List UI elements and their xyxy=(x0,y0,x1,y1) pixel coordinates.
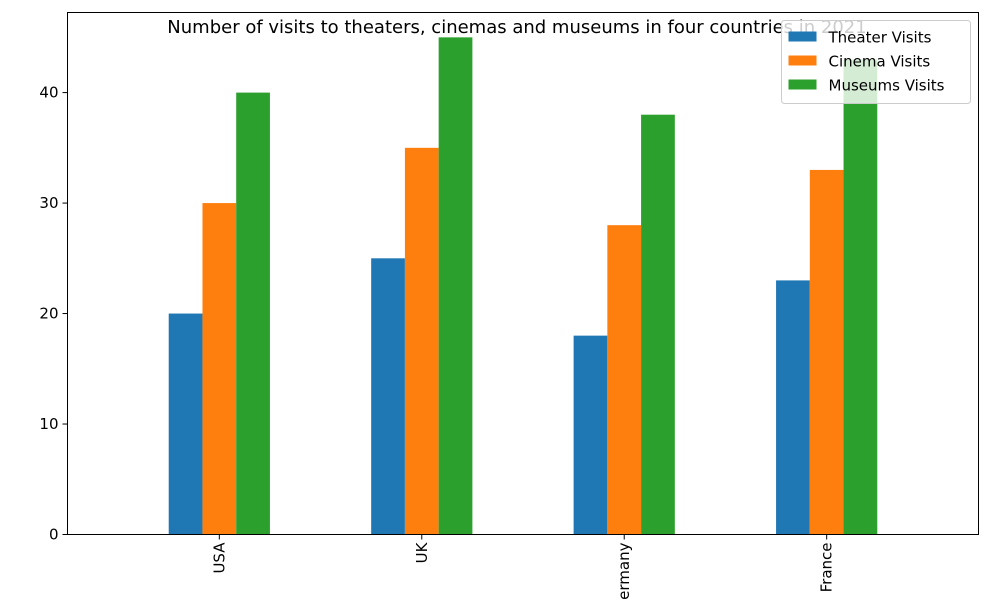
y-tick-label: 40 xyxy=(39,84,58,102)
legend: Theater Visits Cinema Visits Museums Visit… xyxy=(781,20,971,104)
bar-theater-visits-usa xyxy=(168,313,203,535)
x-tick-label: France xyxy=(818,543,836,593)
plot-frame xyxy=(67,12,979,535)
x-tick-label: UK xyxy=(413,541,431,563)
legend-swatch xyxy=(788,79,817,90)
bar-museums-visits-usa xyxy=(236,92,270,535)
x-tick-label: Germany xyxy=(615,542,633,600)
x-axis: USA UK Germany France xyxy=(210,534,836,600)
x-tick-label: USA xyxy=(210,542,228,574)
y-tick-label: 10 xyxy=(39,415,58,433)
bar-cinema-visits-usa xyxy=(202,203,237,535)
legend-label: Cinema Visits xyxy=(829,53,931,71)
y-axis: 0 10 20 30 40 xyxy=(39,84,68,544)
legend-swatch xyxy=(788,55,817,66)
bar-cinema-visits-germany xyxy=(607,225,642,535)
legend-label: Theater Visits xyxy=(828,29,932,47)
bar-theater-visits-france xyxy=(776,280,810,535)
y-tick-label: 0 xyxy=(49,526,59,544)
chart-title: Number of visits to theaters, cinemas an… xyxy=(167,17,866,38)
bars-group xyxy=(168,37,878,535)
bar-museums-visits-germany xyxy=(641,114,675,535)
bar-cinema-visits-france xyxy=(809,169,844,535)
bar-theater-visits-germany xyxy=(573,335,608,535)
bar-museums-visits-france xyxy=(843,59,878,535)
bar-theater-visits-uk xyxy=(371,258,405,535)
bar-museums-visits-uk xyxy=(438,37,473,535)
legend-label: Museums Visits xyxy=(829,77,945,95)
y-tick-label: 20 xyxy=(39,305,58,323)
y-tick-label: 30 xyxy=(39,194,58,212)
bar-cinema-visits-uk xyxy=(404,147,439,535)
legend-swatch xyxy=(788,31,817,42)
legend-box xyxy=(781,20,971,104)
